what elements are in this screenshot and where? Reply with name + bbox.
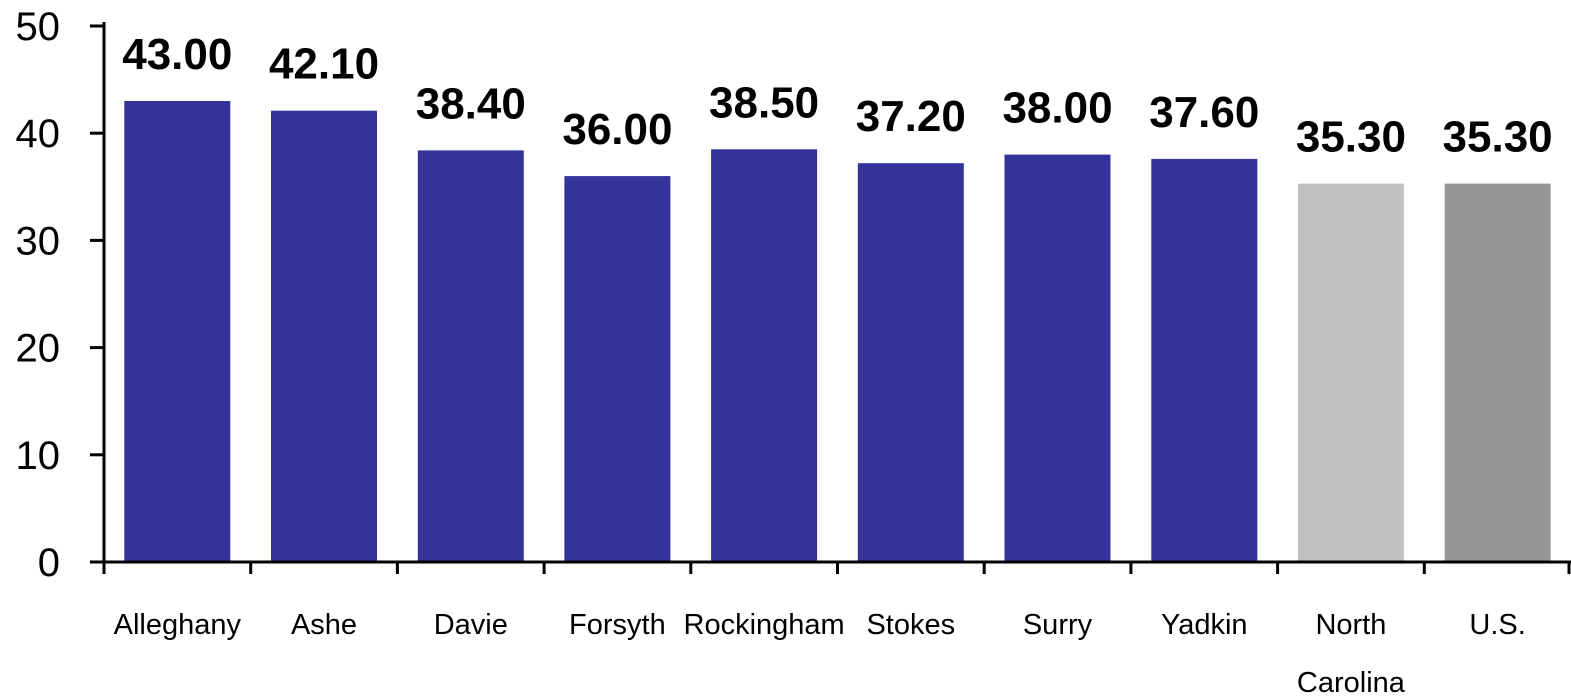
bar xyxy=(857,163,964,562)
data-label: 43.00 xyxy=(122,30,232,79)
bar xyxy=(271,110,377,562)
bar xyxy=(1151,158,1258,562)
x-tick-label: Alleghany xyxy=(114,609,242,641)
bar xyxy=(1004,154,1111,562)
y-tick-label: 40 xyxy=(16,112,61,156)
data-label: 38.50 xyxy=(709,78,819,127)
bar xyxy=(124,101,231,562)
bar xyxy=(711,149,818,563)
plot-area: 43.00 Alleghany 42.10 Ashe 38.40 Davie 36.00 Fo… xyxy=(16,5,1571,699)
data-label: 38.40 xyxy=(416,79,526,128)
bar xyxy=(1297,183,1404,562)
bar xyxy=(417,150,524,562)
x-tick-label: Surry xyxy=(1023,609,1093,641)
x-tick-label: Stokes xyxy=(866,609,955,641)
x-tick-label: Carolina xyxy=(1297,667,1406,699)
data-label: 37.60 xyxy=(1149,88,1259,137)
y-tick-label: 0 xyxy=(38,541,60,585)
data-label: 36.00 xyxy=(562,105,672,154)
data-label: 35.30 xyxy=(1443,113,1553,162)
bar xyxy=(564,176,671,562)
x-tick-label: Ashe xyxy=(291,609,357,641)
data-label: 38.00 xyxy=(1002,84,1112,133)
data-label: 35.30 xyxy=(1296,113,1406,162)
x-tick-label: U.S. xyxy=(1469,609,1525,641)
x-tick-label: North xyxy=(1315,609,1386,641)
bar xyxy=(1444,183,1551,562)
data-label: 42.10 xyxy=(269,40,379,89)
y-tick-label: 10 xyxy=(16,434,61,478)
x-tick-label: Yadkin xyxy=(1161,609,1248,641)
y-tick-label: 20 xyxy=(16,327,61,371)
x-tick-label: Davie xyxy=(434,609,508,641)
x-tick-label: Rockingham xyxy=(684,609,845,641)
y-tick-label: 50 xyxy=(16,5,61,49)
y-tick-label: 30 xyxy=(16,219,61,263)
x-tick-label: Forsyth xyxy=(569,609,666,641)
data-label: 37.20 xyxy=(856,92,966,141)
